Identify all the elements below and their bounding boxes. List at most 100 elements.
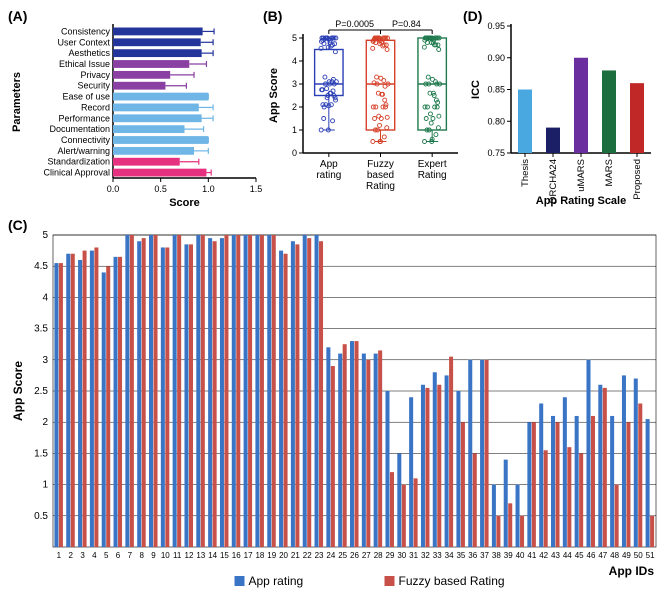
svg-text:Security: Security	[77, 81, 110, 91]
svg-text:Proposed: Proposed	[632, 159, 643, 200]
svg-text:7: 7	[128, 551, 133, 560]
svg-text:44: 44	[563, 551, 572, 560]
svg-text:11: 11	[173, 551, 182, 560]
svg-text:26: 26	[350, 551, 359, 560]
svg-text:Rating: Rating	[418, 170, 447, 181]
svg-text:MARS: MARS	[604, 159, 615, 186]
svg-text:1.5: 1.5	[250, 184, 263, 194]
svg-text:50: 50	[634, 551, 643, 560]
svg-text:Fuzzy: Fuzzy	[367, 159, 394, 170]
svg-text:24: 24	[326, 551, 335, 560]
svg-text:4: 4	[42, 292, 48, 303]
svg-text:4.5: 4.5	[34, 261, 48, 272]
svg-text:38: 38	[492, 551, 501, 560]
svg-text:31: 31	[409, 551, 418, 560]
svg-text:App: App	[320, 159, 338, 170]
panel-a-label: (A)	[8, 8, 27, 24]
svg-text:15: 15	[220, 551, 229, 560]
svg-text:P=0.0005: P=0.0005	[335, 19, 374, 29]
svg-text:28: 28	[374, 551, 383, 560]
panel-b-label: (B)	[263, 8, 282, 24]
svg-text:37: 37	[480, 551, 489, 560]
svg-text:8: 8	[139, 551, 144, 560]
svg-text:0.0: 0.0	[107, 184, 120, 194]
svg-text:Ease of use: Ease of use	[62, 92, 110, 102]
svg-text:39: 39	[504, 551, 513, 560]
svg-text:0.5: 0.5	[34, 511, 48, 522]
svg-text:12: 12	[185, 551, 194, 560]
svg-text:47: 47	[598, 551, 607, 560]
svg-text:Performance: Performance	[58, 113, 110, 123]
panel-b: (B) 012345AppratingFuzzybasedRatingExper…	[263, 8, 463, 213]
top-row: (A) 0.00.51.01.5ConsistencyUser ContextA…	[8, 8, 662, 213]
svg-text:5: 5	[292, 33, 297, 43]
svg-text:0.85: 0.85	[487, 85, 505, 95]
svg-text:3: 3	[42, 355, 48, 366]
svg-text:uMARS: uMARS	[576, 159, 587, 192]
svg-text:Thesis: Thesis	[520, 159, 531, 187]
svg-text:10: 10	[161, 551, 170, 560]
svg-text:43: 43	[551, 551, 560, 560]
panel-d: (D) 0.750.800.850.900.95ThesisORCHA24uMA…	[463, 8, 658, 213]
svg-text:36: 36	[468, 551, 477, 560]
svg-text:User Context: User Context	[57, 37, 110, 47]
svg-text:21: 21	[291, 551, 300, 560]
svg-text:2: 2	[69, 551, 74, 560]
svg-text:20: 20	[279, 551, 288, 560]
svg-text:4: 4	[92, 551, 97, 560]
panel-a: (A) 0.00.51.01.5ConsistencyUser ContextA…	[8, 8, 263, 213]
svg-text:ICC: ICC	[470, 80, 482, 99]
svg-text:49: 49	[622, 551, 631, 560]
svg-text:30: 30	[397, 551, 406, 560]
svg-text:Standardization: Standardization	[47, 157, 110, 167]
svg-text:46: 46	[587, 551, 596, 560]
svg-text:27: 27	[362, 551, 371, 560]
svg-text:42: 42	[539, 551, 548, 560]
svg-text:Connectivity: Connectivity	[61, 135, 111, 145]
svg-text:Fuzzy based Rating: Fuzzy based Rating	[399, 574, 505, 588]
panel-a-svg: 0.0 0.5 1.0 1.5 ConsistencyUser ContextAesth…	[8, 8, 263, 208]
svg-text:Score: Score	[169, 197, 200, 208]
svg-text:33: 33	[433, 551, 442, 560]
svg-text:14: 14	[208, 551, 217, 560]
svg-text:0.75: 0.75	[487, 148, 505, 158]
svg-text:29: 29	[386, 551, 395, 560]
svg-text:0.95: 0.95	[487, 21, 505, 31]
svg-text:19: 19	[267, 551, 276, 560]
svg-text:Aesthetics: Aesthetics	[68, 48, 110, 58]
svg-text:0: 0	[292, 148, 297, 158]
svg-text:0.90: 0.90	[487, 53, 505, 63]
panel-d-label: (D)	[463, 8, 482, 24]
svg-text:2.5: 2.5	[34, 386, 48, 397]
svg-text:Consistency: Consistency	[61, 26, 111, 36]
svg-text:Expert: Expert	[418, 159, 447, 170]
svg-text:16: 16	[232, 551, 241, 560]
svg-text:rating: rating	[316, 170, 341, 181]
svg-text:40: 40	[516, 551, 525, 560]
svg-text:17: 17	[244, 551, 253, 560]
svg-text:25: 25	[338, 551, 347, 560]
svg-text:1.0: 1.0	[202, 184, 215, 194]
svg-text:1: 1	[292, 125, 297, 135]
svg-text:6: 6	[116, 551, 121, 560]
svg-text:Parameters: Parameters	[11, 72, 23, 132]
svg-text:32: 32	[421, 551, 430, 560]
svg-text:App IDs: App IDs	[609, 564, 655, 578]
svg-text:0.5: 0.5	[154, 184, 167, 194]
panel-b-svg: 012345AppratingFuzzybasedRatingExpertRat…	[263, 8, 463, 208]
svg-text:4: 4	[292, 56, 297, 66]
svg-text:1.5: 1.5	[34, 448, 48, 459]
panel-c: (C) 0.511.522.533.544.551234567891011121…	[8, 217, 662, 602]
svg-text:Documentation: Documentation	[49, 124, 110, 134]
svg-text:1: 1	[42, 480, 48, 491]
panel-d-svg: 0.750.800.850.900.95ThesisORCHA24uMARSMA…	[463, 8, 658, 208]
svg-text:1: 1	[57, 551, 62, 560]
svg-text:23: 23	[315, 551, 324, 560]
svg-text:35: 35	[456, 551, 465, 560]
svg-text:3: 3	[292, 79, 297, 89]
svg-text:Alert/warning: Alert/warning	[57, 146, 110, 156]
svg-text:App rating: App rating	[249, 574, 304, 588]
svg-text:18: 18	[255, 551, 264, 560]
svg-text:Rating: Rating	[366, 181, 395, 192]
svg-text:App Score: App Score	[11, 361, 25, 421]
